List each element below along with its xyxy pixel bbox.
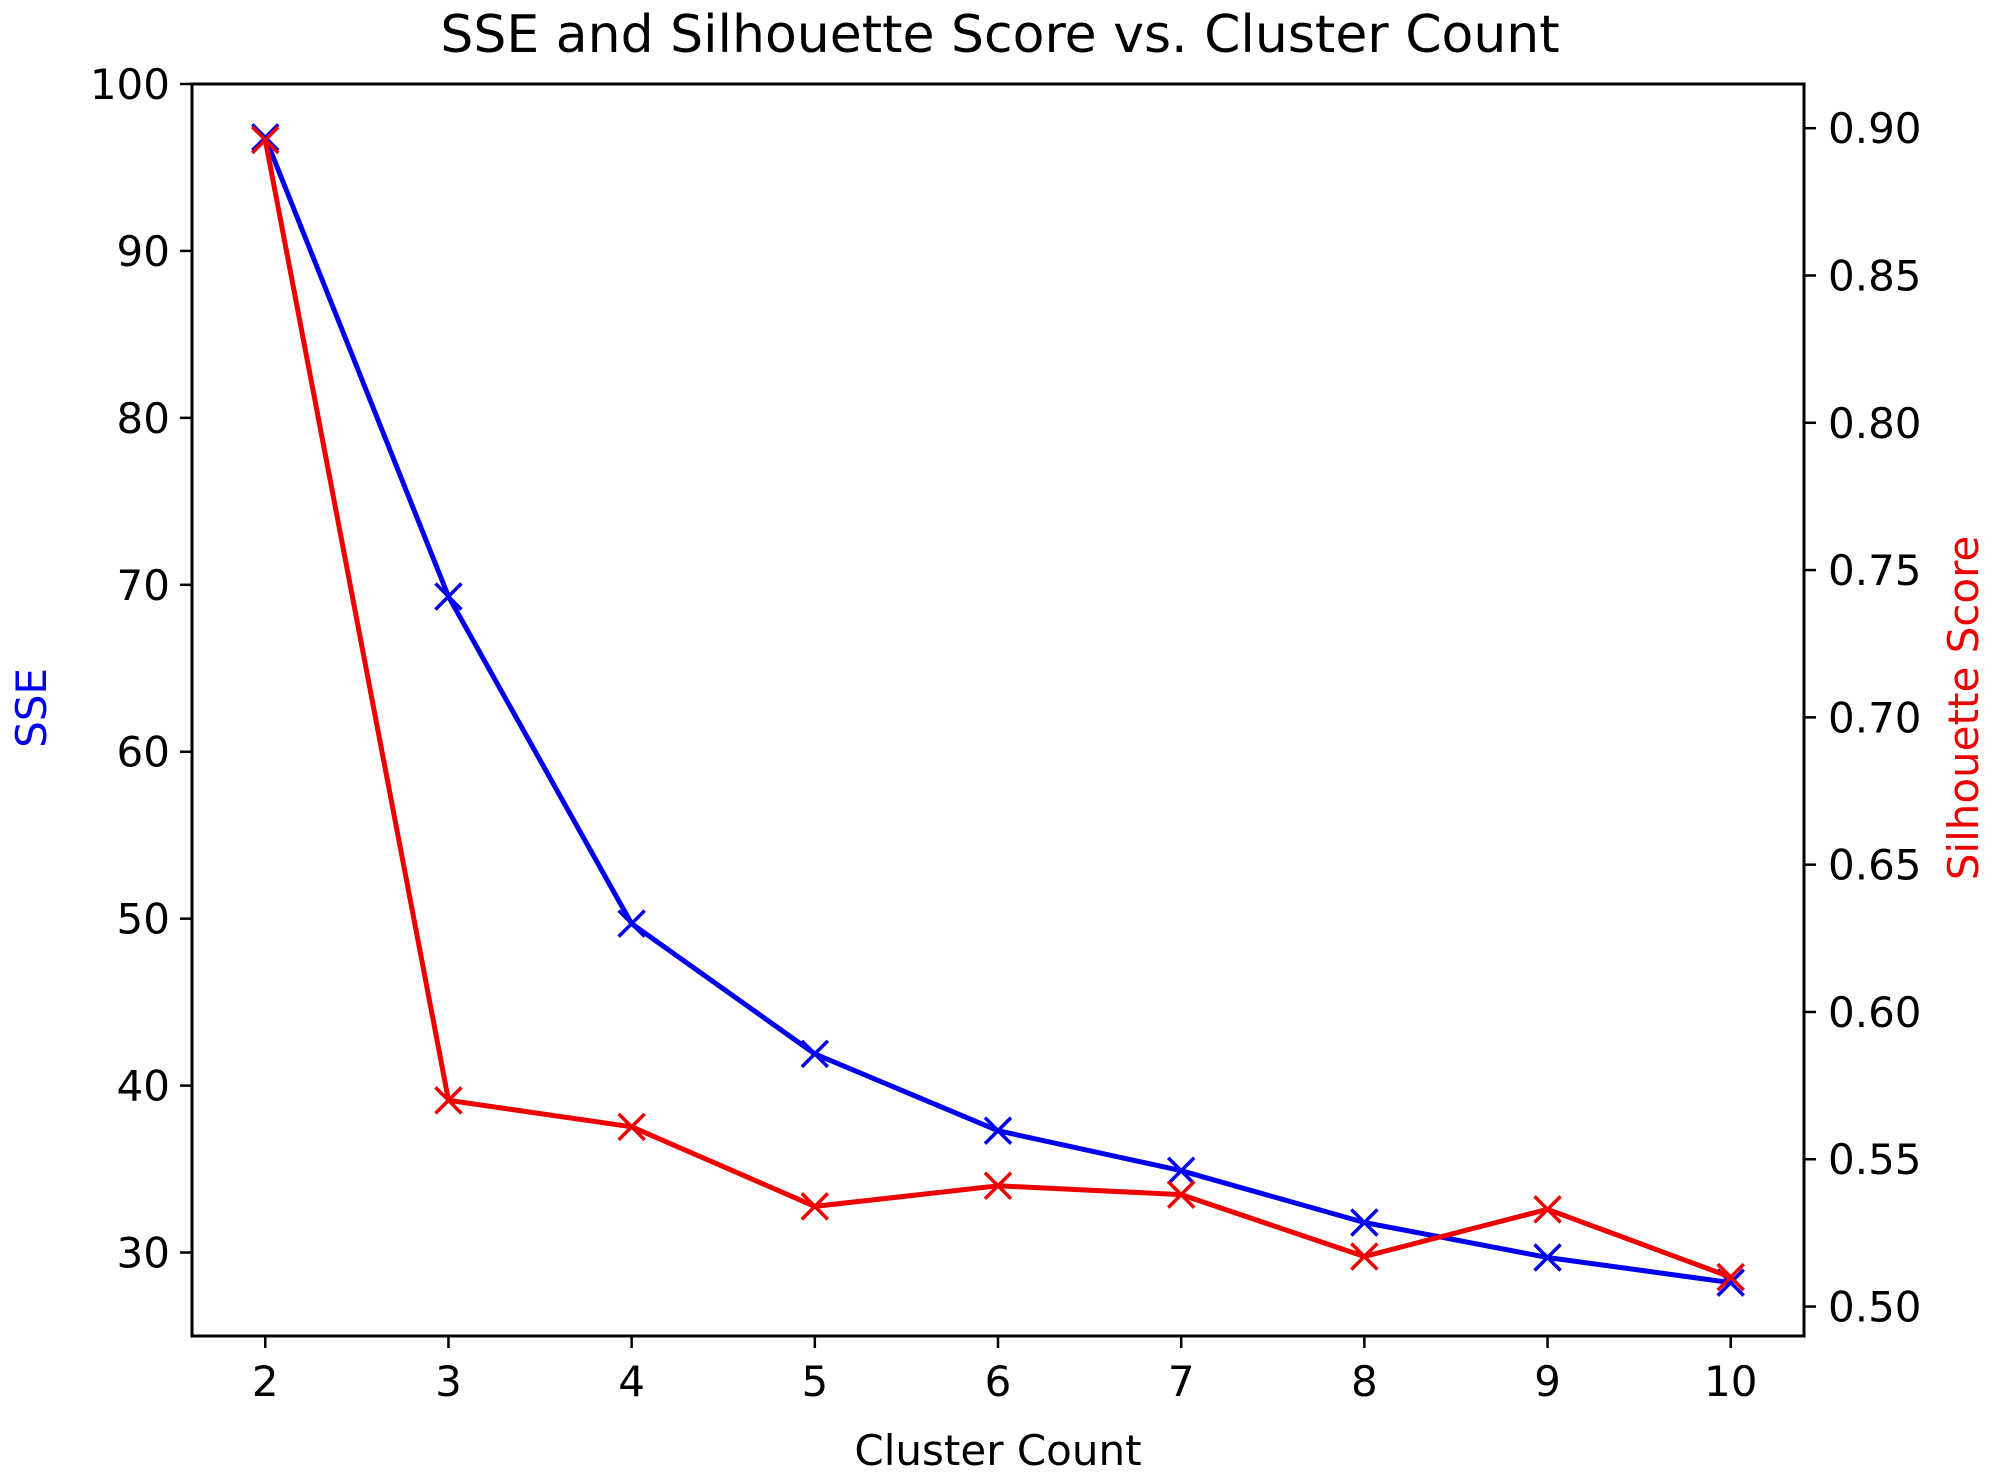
data-point-silhouette (1716, 1262, 1745, 1292)
data-point-silhouette (800, 1192, 830, 1221)
y-tick-label-right: 0.50 (1828, 1283, 1922, 1332)
y-tick-label-right: 0.60 (1828, 988, 1922, 1037)
marker-stroke (1533, 1195, 1562, 1224)
marker-stroke (1716, 1268, 1745, 1297)
marker-stroke (434, 1086, 463, 1115)
y-tick-label-left: 60 (117, 728, 170, 777)
x-tick-label: 7 (1168, 1357, 1195, 1406)
y-tick-label-left: 40 (117, 1062, 170, 1111)
x-tick-label: 8 (1351, 1357, 1378, 1406)
data-point-sse (800, 1039, 830, 1069)
marker-stroke (434, 582, 463, 611)
marker-stroke (800, 1192, 830, 1221)
x-tick-label: 9 (1534, 1357, 1561, 1406)
x-tick-label: 3 (435, 1357, 462, 1406)
y-tick-label-right: 0.55 (1828, 1135, 1922, 1184)
data-point-sse (617, 909, 646, 938)
y-tick-label-left: 50 (117, 895, 170, 944)
marker-stroke (983, 1116, 1013, 1145)
chart-title: SSE and Silhouette Score vs. Cluster Cou… (440, 5, 1559, 65)
y-tick-label-right: 0.90 (1828, 104, 1922, 153)
data-point-silhouette (251, 125, 280, 155)
data-point-silhouette (617, 1112, 646, 1142)
y-tick-label-right: 0.75 (1828, 546, 1922, 595)
marker-stroke (617, 909, 646, 938)
data-point-sse (983, 1116, 1013, 1145)
x-tick-label: 2 (252, 1357, 279, 1406)
y-tick-label-left: 100 (90, 60, 170, 109)
marker-stroke (1716, 1262, 1745, 1292)
y-tick-label-right: 0.80 (1828, 399, 1922, 448)
data-point-sse (1533, 1243, 1562, 1272)
data-point-silhouette (1350, 1242, 1379, 1271)
data-point-silhouette (434, 1086, 463, 1115)
marker-stroke (1166, 1156, 1196, 1185)
series-line-sse (262, 136, 1732, 1286)
x-tick-label: 6 (985, 1357, 1012, 1406)
x-tick-label: 5 (801, 1357, 828, 1406)
marker-stroke (1166, 1180, 1196, 1209)
marker-stroke (1350, 1242, 1379, 1271)
series-line-silhouette (262, 139, 1732, 1280)
y-axis-label-left: SSE (7, 668, 56, 748)
data-point-sse (434, 582, 463, 611)
y-tick-label-right: 0.85 (1828, 251, 1922, 300)
y-tick-label-left: 30 (117, 1229, 170, 1278)
data-point-silhouette (1166, 1180, 1196, 1209)
marker-stroke (800, 1039, 830, 1069)
marker-stroke (983, 1171, 1013, 1200)
marker-stroke (1533, 1243, 1562, 1272)
y-tick-label-left: 80 (117, 394, 170, 443)
y-axis-label-right: Silhouette Score (1939, 536, 1988, 881)
series-layer (251, 123, 1745, 1297)
marker-stroke (617, 1112, 646, 1142)
data-point-silhouette (983, 1171, 1013, 1200)
data-point-sse (1350, 1208, 1379, 1237)
data-point-sse (251, 123, 280, 152)
y-tick-label-right: 0.65 (1828, 841, 1922, 890)
marker-stroke (1350, 1208, 1379, 1237)
marker-stroke (251, 123, 280, 152)
y-tick-label-left: 90 (117, 227, 170, 276)
x-axis-label: Cluster Count (854, 1426, 1141, 1475)
plot-frame (190, 82, 1806, 1338)
axes: 2 3 4 5 6 7 8 9 10 30 40 50 60 70 80 90 100 0.50 0.55 0.60 0… (90, 60, 1922, 1406)
data-point-silhouette (1533, 1195, 1562, 1224)
x-tick-label: 10 (1704, 1357, 1757, 1406)
y-tick-label-left: 70 (117, 561, 170, 610)
y-tick-label-right: 0.70 (1828, 693, 1922, 742)
marker-stroke (251, 125, 280, 155)
data-point-sse (1166, 1156, 1196, 1185)
x-tick-label: 4 (618, 1357, 645, 1406)
